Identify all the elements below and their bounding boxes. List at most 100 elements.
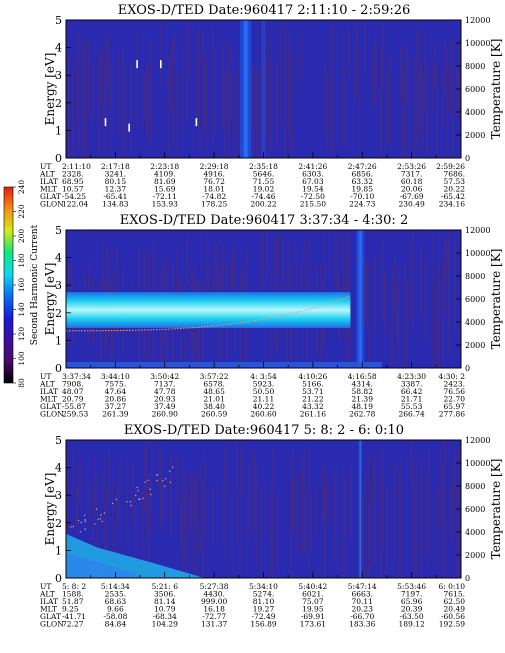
scatter-dot [137, 490, 139, 492]
colorbar-tick-label: 180 [17, 253, 26, 268]
x-tick-label: 2:23:18 [150, 162, 179, 171]
scatter-dot [100, 514, 102, 516]
ephemeris-value: 5646. [253, 170, 274, 179]
ephemeris-value: 21.71 [401, 395, 422, 404]
ephemeris-value: 19.95 [302, 605, 324, 614]
colorbar-tick-label: 120 [17, 327, 26, 342]
ephemeris-value: 68.63 [105, 597, 127, 606]
colorbar-gradient [3, 186, 14, 384]
scatter-dot [126, 501, 128, 503]
x-tick-label: 4:10:26 [298, 372, 327, 381]
ephemeris-value: 58.82 [352, 387, 374, 396]
ephemeris-value: 18.01 [203, 185, 224, 194]
ephemeris-value: 60.18 [401, 177, 423, 186]
x-tick-label: 5:53:46 [397, 582, 426, 591]
ephemeris-row-label: GLON [40, 620, 64, 629]
scatter-dot [168, 470, 171, 473]
ephemeris-row-label: UT [40, 372, 51, 381]
ephemeris-value: 173.61 [300, 620, 326, 629]
ephemeris-value: 21.01 [203, 395, 224, 404]
ephemeris-value: 48.07 [62, 387, 84, 396]
y-right-axis-label: Temperature [K] [489, 39, 503, 140]
y-tick-label: 1 [55, 544, 62, 557]
ephemeris-row-label: UT [40, 582, 51, 591]
ephemeris-value: 6021. [302, 590, 323, 599]
ephemeris-value: 76.56 [444, 387, 466, 396]
ephemeris-row-label: ILAT [40, 387, 58, 396]
ephemeris-value: 20.49 [444, 605, 466, 614]
y-tick-label: 3 [55, 489, 62, 502]
panel-title: EXOS-D/TED Date:960417 2:11:10 - 2:59:26 [118, 3, 411, 18]
ephemeris-value: 260.90 [152, 410, 178, 419]
ephemeris-value: 67.03 [302, 177, 324, 186]
y-tick-label: 2 [55, 517, 62, 530]
ephemeris-value: 76.72 [203, 177, 225, 186]
ephemeris-value: -60.56 [441, 612, 465, 621]
ephemeris-value: 3387. [401, 380, 422, 389]
ephemeris-value: 16.18 [203, 605, 225, 614]
ephemeris-value: 4430. [203, 590, 224, 599]
ephemeris-value: 234.16 [439, 200, 465, 209]
scatter-dot [144, 481, 146, 483]
ephemeris-value: -55.87 [62, 402, 86, 411]
ephemeris-value: 153.93 [152, 200, 178, 209]
y-right-tick-label: 2000 [465, 551, 485, 560]
ephemeris-value: 6663. [352, 590, 373, 599]
scatter-dot [165, 478, 167, 480]
spike-core [358, 230, 362, 368]
ephemeris-value: 259.53 [62, 410, 88, 419]
ephemeris-value: 7908. [62, 380, 83, 389]
ephemeris-value: -65.42 [441, 192, 465, 201]
x-tick-label: 5:27:38 [200, 582, 229, 591]
colorbar-tick-label: 240 [17, 180, 26, 195]
ephemeris-value: 20.06 [401, 185, 423, 194]
ephemeris-value: 6856. [352, 170, 373, 179]
y-right-axis-label: Temperature [K] [489, 249, 503, 350]
scatter-dot [95, 508, 98, 510]
x-tick-label: 4: 3:54 [250, 372, 277, 381]
ephemeris-row-label: MLT [40, 395, 57, 404]
ephemeris-value: 66.42 [401, 387, 423, 396]
ephemeris-value: 48.19 [352, 402, 374, 411]
y-right-tick-label: 6000 [465, 295, 485, 304]
ephemeris-value: 50.50 [253, 387, 275, 396]
y-tick-label: 5 [55, 14, 62, 27]
ephemeris-value: 20.86 [105, 395, 127, 404]
ephemeris-value: 224.73 [349, 200, 375, 209]
ephemeris-value: 7615. [444, 590, 465, 599]
ephemeris-value: -74.82 [202, 192, 226, 201]
ephemeris-value: 43.32 [302, 402, 324, 411]
ephemeris-row-label: GLON [40, 200, 64, 209]
ephemeris-value: 84.84 [105, 620, 127, 629]
ephemeris-value: 3241. [105, 170, 126, 179]
colorbar-label: Second Harmonic Current [30, 224, 40, 345]
ephemeris-value: 277.86 [439, 410, 465, 419]
ephemeris-value: 178.25 [201, 200, 227, 209]
scatter-dot [84, 519, 86, 521]
ephemeris-value: 37.27 [105, 402, 127, 411]
y-right-tick-label: 12000 [465, 226, 490, 235]
data-dot [128, 123, 130, 132]
y-axis-label: Energy [eV] [43, 263, 57, 336]
ephemeris-value: 37.49 [154, 402, 176, 411]
ephemeris-value: 21.11 [253, 395, 274, 404]
scatter-dot [72, 525, 74, 528]
ephemeris-value: -65.41 [103, 192, 127, 201]
ephemeris-value: 57.53 [444, 177, 466, 186]
ephemeris-value: -72.49 [251, 612, 275, 621]
ephemeris-row-label: GLAT [40, 192, 61, 201]
ephemeris-value: -67.69 [400, 192, 424, 201]
y-tick-label: 3 [55, 279, 62, 292]
y-axis-label: Energy [eV] [43, 473, 57, 546]
ephemeris-value: 22.70 [444, 395, 466, 404]
ephemeris-value: 183.36 [349, 620, 375, 629]
y-right-tick-label: 6000 [465, 85, 485, 94]
y-right-tick-label: 12000 [465, 16, 490, 25]
ephemeris-row-label: ALT [39, 170, 55, 179]
ephemeris-value: 19.02 [253, 185, 275, 194]
scatter-dot [84, 520, 86, 523]
x-tick-label: 5:47:14 [348, 582, 377, 591]
panel-1: EXOS-D/TED Date:960417 2:11:10 - 2:59:26… [39, 3, 503, 209]
ephemeris-value: 192.59 [439, 620, 465, 629]
y-tick-label: 4 [55, 252, 62, 265]
